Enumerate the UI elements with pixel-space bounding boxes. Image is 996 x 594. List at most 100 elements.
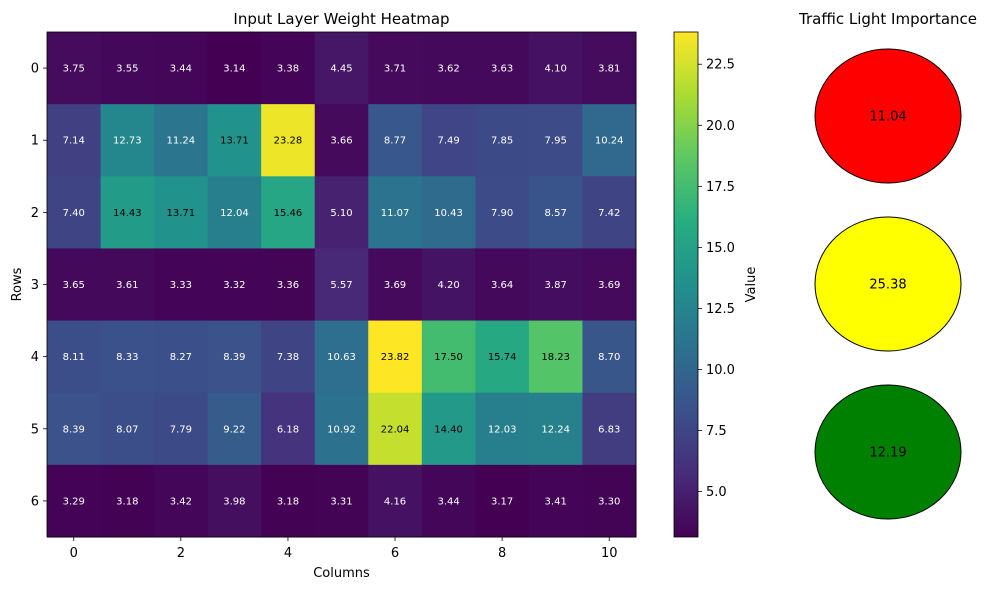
- heatmap-cell-label: 14.43: [113, 208, 142, 219]
- heatmap-cell: [368, 464, 423, 538]
- colorbar-ticks: 5.0 7.5 10.0 12.5 15.0 17.5 20.0 22.5: [698, 58, 735, 500]
- heatmap-cell: [154, 248, 209, 322]
- traffic-light-value: 11.04: [869, 110, 906, 125]
- traffic-light-circle: [814, 216, 962, 352]
- x-axis-ticks: 0 2 4 6 8 10: [70, 537, 618, 561]
- traffic-light-value: 25.38: [869, 278, 906, 293]
- heatmap-cell-label: 3.61: [116, 280, 138, 291]
- heatmap-cell-label: 4.16: [384, 496, 406, 507]
- heatmap-cell-label: 8.11: [63, 352, 85, 363]
- heatmap-cell-label: 4.10: [545, 64, 567, 75]
- y-tick-label: 1: [31, 134, 39, 149]
- heatmap-cell-label: 5.57: [330, 280, 352, 291]
- traffic-lights: 11.04 25.38 12.19: [814, 48, 962, 520]
- heatmap-cell-label: 7.40: [63, 208, 85, 219]
- heatmap-cell-label: 3.81: [598, 64, 620, 75]
- heatmap-cell: [207, 392, 262, 466]
- heatmap-cell-label: 11.07: [381, 208, 410, 219]
- heatmap-cell: [582, 464, 637, 538]
- heatmap-cell-label: 8.07: [116, 424, 138, 435]
- heatmap-cell: [475, 320, 530, 394]
- heatmap-cell: [207, 104, 262, 177]
- heatmap-cell: [207, 32, 262, 105]
- heatmap-cell: [528, 248, 583, 322]
- heatmap-cell: [100, 248, 155, 322]
- heatmap-cell-label: 22.04: [381, 424, 410, 435]
- heatmap-cell: [582, 176, 637, 249]
- y-tick-label: 6: [31, 494, 39, 509]
- y-axis-label: Rows: [10, 267, 25, 301]
- heatmap-cell-label: 3.41: [545, 496, 567, 507]
- heatmap-cell: [475, 104, 530, 177]
- heatmap-cell-label: 3.36: [277, 280, 299, 291]
- heatmap-cell-label: 13.71: [167, 208, 196, 219]
- heatmap-cell-label: 3.98: [223, 496, 245, 507]
- heatmap-cell: [421, 320, 476, 394]
- x-tick-label: 4: [284, 546, 292, 561]
- heatmap-cell-label: 14.40: [434, 424, 463, 435]
- heatmap-cell: [207, 176, 262, 249]
- heatmap-cell-label: 3.69: [598, 280, 620, 291]
- heatmap-cell-label: 11.24: [167, 136, 196, 147]
- heatmap-cell-label: 18.23: [541, 352, 570, 363]
- heatmap-cell-label: 8.27: [170, 352, 192, 363]
- heatmap-cell-label: 10.63: [327, 352, 356, 363]
- y-tick-label: 2: [31, 206, 39, 221]
- heatmap-cell: [154, 464, 209, 538]
- heatmap-cell-label: 10.43: [434, 208, 463, 219]
- colorbar-tick-label: 17.5: [706, 180, 735, 195]
- heatmap-cell: [314, 176, 369, 249]
- heatmap-cell: [47, 32, 102, 105]
- heatmap-cell: [100, 464, 155, 538]
- heatmap-cell: [100, 104, 155, 177]
- heatmap-cell-label: 8.77: [384, 136, 406, 147]
- colorbar-tick-label: 22.5: [706, 58, 735, 73]
- heatmap-cell: [421, 248, 476, 322]
- heatmap-cell: [582, 392, 637, 466]
- y-tick-label: 0: [31, 62, 39, 77]
- heatmap-cell: [475, 32, 530, 105]
- heatmap-cell: [582, 32, 637, 105]
- heatmap-cell: [314, 464, 369, 538]
- heatmap-cell-label: 7.79: [170, 424, 192, 435]
- heatmap-cell-label: 10.24: [595, 136, 624, 147]
- colorbar-tick-label: 7.5: [706, 424, 727, 439]
- heatmap-cell: [528, 392, 583, 466]
- heatmap-cell: [421, 104, 476, 177]
- x-tick-label: 0: [70, 546, 78, 561]
- heatmap-cell: [368, 320, 423, 394]
- heatmap-cell: [100, 176, 155, 249]
- heatmap-cell-label: 8.33: [116, 352, 138, 363]
- heatmap-cell: [475, 392, 530, 466]
- heatmap-cell-label: 8.57: [545, 208, 567, 219]
- heatmap-cell: [154, 104, 209, 177]
- heatmap-cell: [314, 32, 369, 105]
- heatmap-cell-label: 4.45: [330, 64, 352, 75]
- heatmap-cell: [47, 104, 102, 177]
- heatmap-cell-label: 6.83: [598, 424, 620, 435]
- heatmap-cell: [421, 176, 476, 249]
- heatmap-cell-label: 7.14: [63, 136, 85, 147]
- heatmap-cell: [368, 176, 423, 249]
- heatmap-cell-label: 3.75: [63, 64, 85, 75]
- heatmap-cell: [475, 464, 530, 538]
- heatmap-cell-label: 3.44: [170, 64, 192, 75]
- heatmap-cell-label: 3.71: [384, 64, 406, 75]
- heatmap-cell: [314, 392, 369, 466]
- heatmap-cell: [368, 104, 423, 177]
- heatmap-cell-label: 3.18: [116, 496, 138, 507]
- y-tick-label: 3: [31, 278, 39, 293]
- heatmap-cell-labels: 3.75 3.55 3.44 3.14 3.38 4.45 3.71 3.62 3.63 4.10…: [63, 64, 624, 508]
- heatmap-cell: [100, 320, 155, 394]
- traffic-light-title: Traffic Light Importance: [798, 10, 977, 28]
- heatmap-cell: [261, 32, 316, 105]
- heatmap-cell-label: 8.39: [63, 424, 85, 435]
- heatmap-cell-label: 3.30: [598, 496, 620, 507]
- heatmap-cell: [528, 104, 583, 177]
- heatmap-cell: [47, 392, 102, 466]
- heatmap-panel: Input Layer Weight Heatmap 3.75 3.55 3.44 3…: [10, 10, 637, 581]
- heatmap-cell-label: 12.03: [488, 424, 517, 435]
- heatmap-cell: [314, 104, 369, 177]
- x-tick-label: 2: [177, 546, 185, 561]
- heatmap-cell-label: 13.71: [220, 136, 249, 147]
